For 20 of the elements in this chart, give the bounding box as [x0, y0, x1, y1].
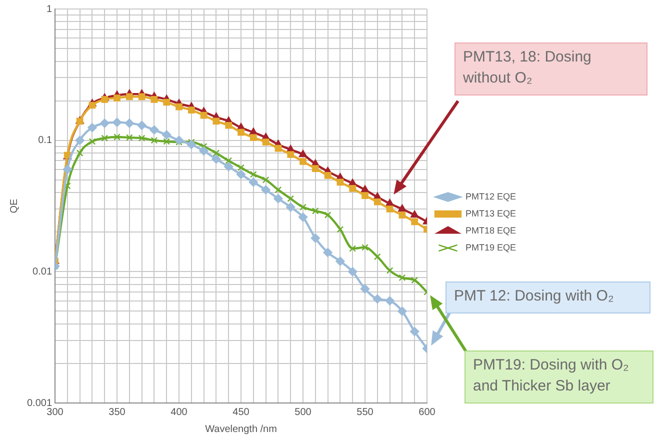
y-tick-label: 1 — [46, 4, 52, 15]
text: PMT19: Dosing with O₂ and Thicker Sb layer — [473, 356, 630, 395]
x-axis-title: Wavelength /nm — [205, 424, 277, 435]
y-tick-label: 0.001 — [26, 398, 52, 409]
x-tick-label: 500 — [294, 406, 312, 418]
x-tick-label: 550 — [356, 406, 374, 418]
legend-label: PMT12 EQE — [465, 191, 516, 202]
legend-label: PMT18 EQE — [465, 225, 516, 236]
x-tick-label: 350 — [108, 406, 126, 418]
text: PMT 12: Dosing with O₂ — [454, 288, 614, 305]
y-tick-label: 0.1 — [38, 135, 52, 146]
y-tick-label: 0.01 — [32, 266, 52, 278]
x-tick-label: 600 — [418, 406, 436, 418]
x-tick-label: 450 — [232, 406, 250, 418]
x-tick-label: 400 — [170, 406, 188, 418]
y-axis-title: QE — [8, 198, 20, 214]
legend-label: PMT13 EQE — [465, 208, 516, 218]
legend-label: PMT19 EQE — [465, 242, 516, 252]
text: PMT13, 18: Dosing without O₂ — [462, 48, 592, 87]
x-tick-label: 300 — [46, 406, 64, 418]
